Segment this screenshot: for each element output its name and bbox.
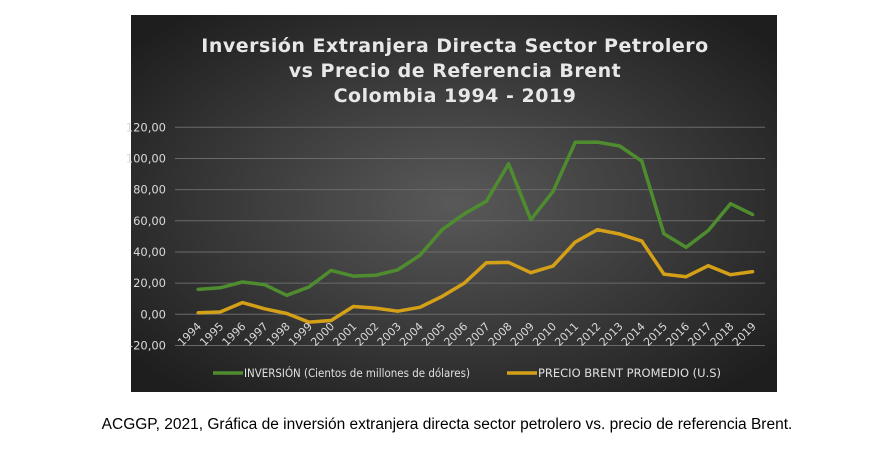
data-point (285, 293, 289, 297)
gridlines (175, 126, 765, 346)
data-point (662, 272, 666, 276)
y-tick-label: 100,00 (126, 151, 166, 165)
data-point (462, 281, 466, 285)
figure-caption: ACGGP, 2021, Gráfica de inversión extran… (101, 416, 793, 433)
data-point (507, 162, 511, 166)
chart-title: Inversión Extranjera Directa Sector Petr… (201, 35, 708, 107)
data-point (551, 264, 555, 268)
data-point (262, 283, 267, 287)
data-point (462, 212, 466, 216)
legend: INVERSIÓN (Cientos de millones de dólare… (213, 365, 721, 380)
data-point (751, 212, 755, 217)
data-point (706, 264, 710, 268)
legend-label: INVERSIÓN (Cientos de millones de dólare… (244, 365, 470, 380)
y-tick-label: 120,00 (126, 120, 166, 134)
data-point (684, 245, 688, 249)
data-point (662, 232, 666, 236)
data-point (196, 311, 200, 315)
data-point (440, 228, 444, 232)
data-point (307, 285, 311, 289)
data-point (484, 199, 489, 203)
data-point (307, 320, 311, 324)
data-point (373, 273, 378, 277)
data-point (329, 318, 333, 323)
data-point (573, 240, 577, 244)
chart-title-line: Colombia 1994 - 2019 (334, 85, 577, 107)
data-point (418, 305, 422, 309)
chart-title-line: vs Precio de Referencia Brent (289, 60, 622, 82)
data-point (396, 268, 400, 272)
data-point (396, 309, 400, 313)
chart-title-line: Inversión Extranjera Directa Sector Petr… (201, 35, 708, 57)
data-point (240, 301, 244, 305)
y-tick-label: 20,00 (133, 276, 166, 290)
data-point (373, 306, 378, 310)
data-point (418, 253, 422, 257)
data-point (351, 274, 355, 278)
data-point (706, 228, 710, 233)
data-point (728, 202, 733, 206)
data-point (240, 280, 244, 284)
y-tick-label: 40,00 (133, 245, 166, 259)
data-point (595, 140, 599, 144)
y-tick-label: 0,00 (140, 307, 166, 321)
data-point (751, 270, 755, 274)
data-point (617, 232, 622, 236)
data-point (551, 189, 555, 194)
data-point (218, 286, 222, 290)
data-point (351, 304, 355, 309)
y-tick-label: 60,00 (133, 214, 166, 228)
data-point (684, 275, 688, 279)
data-point (329, 268, 333, 272)
data-point (262, 307, 267, 311)
data-point (573, 140, 577, 144)
series-line-brent (197, 227, 753, 324)
y-tick-label: -20,00 (129, 338, 166, 352)
data-point (529, 271, 533, 275)
data-point (507, 260, 511, 265)
data-point (196, 287, 200, 291)
y-axis: -20,00 0,00 20,00 40,00 60,00 80,00 100,00 120,… (126, 120, 166, 352)
data-point (218, 310, 222, 314)
series-line-inversion (197, 140, 754, 298)
legend-label: PRECIO BRENT PROMEDIO (U.S) (538, 366, 721, 380)
data-point (529, 218, 533, 222)
data-point (640, 159, 644, 163)
data-point (440, 294, 444, 298)
series-lines (196, 140, 755, 324)
data-point (617, 144, 622, 148)
data-point (285, 311, 289, 316)
data-point (728, 273, 733, 277)
data-point (484, 261, 489, 265)
chart: Inversión Extranjera Directa Sector Petr… (126, 15, 777, 392)
y-tick-label: 80,00 (133, 183, 166, 197)
data-point (595, 228, 599, 232)
data-point (640, 239, 644, 243)
chart-background (131, 15, 777, 392)
